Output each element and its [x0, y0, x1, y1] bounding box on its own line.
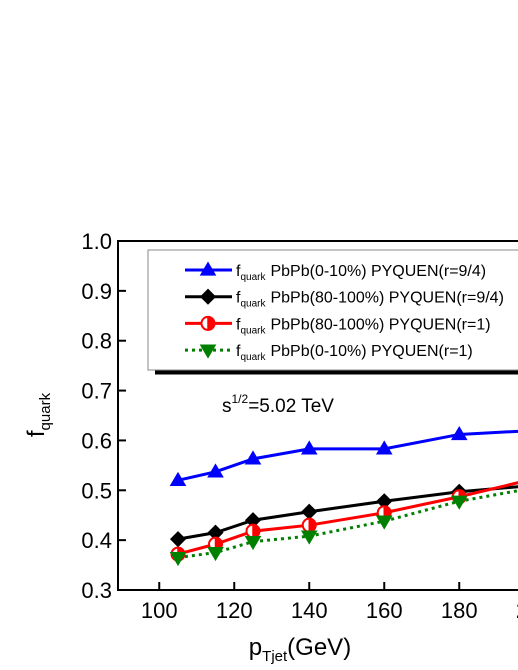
- marker: [301, 517, 317, 533]
- marker: [244, 535, 262, 551]
- series-line: [177, 429, 518, 482]
- legend-label: fquark PbPb(80-100%) PYQUEN(r=9/4): [236, 290, 504, 310]
- marker: [169, 531, 187, 548]
- x-axis-label: pTjet(GeV): [249, 634, 351, 665]
- marker: [450, 425, 468, 441]
- y-tick-label: 1.0: [81, 229, 112, 254]
- marker-half: [207, 316, 216, 331]
- y-axis-label: fquark: [23, 392, 54, 437]
- legend-symbol: f: [236, 316, 241, 333]
- legend-symbol-sub: quark: [240, 352, 266, 363]
- y-tick-label: 0.7: [81, 379, 112, 404]
- x-tick-label: 100: [141, 598, 178, 623]
- series-line: [177, 489, 518, 560]
- marker: [245, 523, 261, 539]
- legend-name: PbPb(0-10%) PYQUEN(r=1): [270, 343, 472, 360]
- marker: [300, 530, 318, 545]
- marker: [375, 515, 393, 530]
- x-tick-label: 160: [366, 598, 403, 623]
- legend-name: PbPb(80-100%) PYQUEN(r=1): [270, 316, 490, 333]
- annotation: s1/2=5.02 TeV: [222, 392, 334, 417]
- x-tick-label: 120: [216, 598, 253, 623]
- legend-label: fquark PbPb(80-100%) PYQUEN(r=1): [236, 316, 491, 336]
- marker: [244, 450, 262, 465]
- legend-symbol-sub: quark: [240, 299, 266, 310]
- legend-name: PbPb(0-10%) PYQUEN(r=9/4): [270, 263, 486, 280]
- legend-label: fquark PbPb(0-10%) PYQUEN(r=9/4): [236, 263, 486, 283]
- legend-symbol-sub: quark: [240, 325, 266, 336]
- legend-symbol: f: [236, 343, 241, 360]
- y-tick-label: 0.3: [81, 578, 112, 603]
- legend-marker: [199, 344, 217, 359]
- y-tick-label: 0.4: [81, 528, 112, 553]
- marker: [301, 503, 318, 520]
- legend-marker: [199, 261, 217, 276]
- marker: [375, 440, 393, 455]
- legend-marker: [200, 315, 216, 331]
- legend-marker: [199, 288, 217, 305]
- legend-symbol: f: [236, 263, 241, 280]
- y-tick-label: 0.8: [81, 329, 112, 354]
- marker: [169, 551, 187, 567]
- plot-frame: [117, 240, 518, 591]
- legend-symbol-sub: quark: [240, 272, 266, 283]
- x-tick-label: 200: [516, 598, 518, 623]
- marker: [207, 463, 224, 478]
- x-tick-label: 180: [441, 598, 478, 623]
- marker-half: [308, 517, 317, 533]
- legend-name: PbPb(80-100%) PYQUEN(r=9/4): [270, 290, 503, 307]
- marker: [300, 440, 318, 455]
- y-tick-label: 0.9: [81, 279, 112, 304]
- marker: [169, 471, 187, 486]
- legend-label: fquark PbPb(0-10%) PYQUEN(r=1): [236, 343, 473, 363]
- marker: [207, 546, 224, 562]
- marker: [450, 495, 468, 510]
- y-tick-label: 0.5: [81, 478, 112, 503]
- y-tick-label: 0.6: [81, 428, 112, 453]
- x-tick-label: 140: [291, 598, 328, 623]
- legend-symbol: f: [236, 290, 241, 307]
- marker-half: [252, 523, 261, 539]
